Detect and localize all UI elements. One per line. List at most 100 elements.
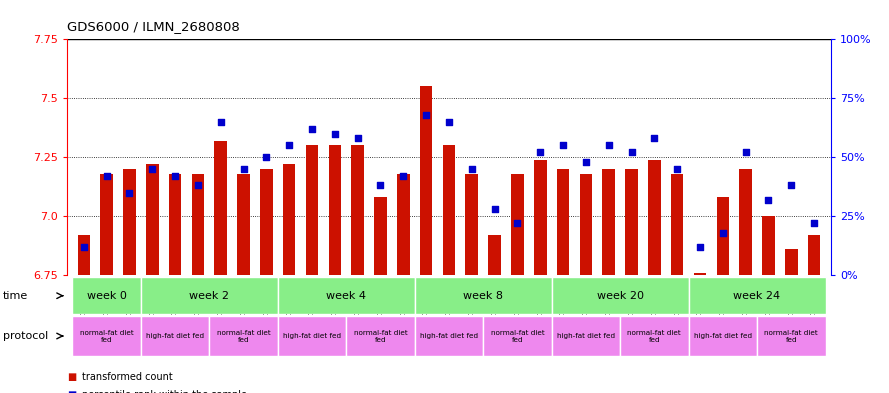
Bar: [100, 174, 113, 275]
Bar: [192, 174, 204, 275]
Point: [670, 166, 685, 172]
Bar: [146, 164, 158, 275]
Point: [396, 173, 411, 179]
Point: [647, 135, 661, 141]
Text: normal-fat diet
fed: normal-fat diet fed: [217, 329, 270, 343]
Bar: [740, 169, 752, 275]
Bar: [580, 174, 592, 275]
Point: [168, 173, 182, 179]
Bar: [466, 174, 478, 275]
Bar: [329, 145, 341, 275]
Bar: [648, 160, 661, 275]
Text: ■: ■: [67, 372, 76, 382]
Text: normal-fat diet
fed: normal-fat diet fed: [765, 329, 818, 343]
Text: normal-fat diet
fed: normal-fat diet fed: [491, 329, 544, 343]
Text: normal-fat diet
fed: normal-fat diet fed: [628, 329, 681, 343]
Point: [442, 119, 456, 125]
Bar: [351, 145, 364, 275]
Bar: [306, 145, 318, 275]
Bar: [277, 316, 346, 356]
Point: [350, 135, 364, 141]
Bar: [689, 277, 826, 314]
Point: [465, 166, 479, 172]
Text: time: time: [3, 291, 28, 301]
Bar: [785, 249, 797, 275]
Bar: [603, 169, 615, 275]
Bar: [140, 316, 209, 356]
Bar: [209, 316, 277, 356]
Point: [579, 159, 593, 165]
Bar: [625, 169, 637, 275]
Bar: [374, 197, 387, 275]
Bar: [552, 316, 621, 356]
Point: [487, 206, 501, 212]
Point: [784, 182, 798, 189]
Point: [305, 126, 319, 132]
Bar: [693, 273, 706, 275]
Bar: [762, 216, 774, 275]
Bar: [420, 86, 432, 275]
Text: normal-fat diet
fed: normal-fat diet fed: [80, 329, 133, 343]
Point: [693, 244, 707, 250]
Bar: [621, 316, 689, 356]
Bar: [72, 316, 140, 356]
Point: [624, 149, 638, 156]
Point: [739, 149, 753, 156]
Text: GDS6000 / ILMN_2680808: GDS6000 / ILMN_2680808: [67, 20, 239, 33]
Text: week 4: week 4: [326, 291, 366, 301]
Point: [191, 182, 205, 189]
Text: high-fat diet fed: high-fat diet fed: [693, 333, 752, 339]
Point: [328, 130, 342, 137]
Point: [100, 173, 114, 179]
Point: [602, 142, 616, 149]
Text: week 2: week 2: [189, 291, 229, 301]
Point: [145, 166, 159, 172]
Text: week 20: week 20: [597, 291, 644, 301]
Bar: [534, 160, 547, 275]
Point: [373, 182, 388, 189]
Bar: [414, 277, 552, 314]
Text: week 8: week 8: [463, 291, 503, 301]
Bar: [169, 174, 181, 275]
Text: normal-fat diet
fed: normal-fat diet fed: [354, 329, 407, 343]
Text: transformed count: transformed count: [82, 372, 172, 382]
Bar: [484, 316, 552, 356]
Point: [716, 230, 730, 236]
Bar: [671, 174, 684, 275]
Point: [533, 149, 548, 156]
Bar: [511, 174, 524, 275]
Bar: [808, 235, 821, 275]
Text: percentile rank within the sample: percentile rank within the sample: [82, 390, 247, 393]
Point: [213, 119, 228, 125]
Point: [236, 166, 251, 172]
Point: [510, 220, 525, 226]
Bar: [283, 164, 295, 275]
Bar: [72, 277, 140, 314]
Text: high-fat diet fed: high-fat diet fed: [283, 333, 341, 339]
Point: [419, 112, 433, 118]
Bar: [124, 169, 136, 275]
Point: [282, 142, 296, 149]
Text: high-fat diet fed: high-fat diet fed: [420, 333, 478, 339]
Bar: [237, 174, 250, 275]
Bar: [757, 316, 826, 356]
Point: [761, 196, 775, 203]
Bar: [443, 145, 455, 275]
Text: week 24: week 24: [733, 291, 781, 301]
Point: [556, 142, 570, 149]
Bar: [140, 277, 277, 314]
Point: [807, 220, 821, 226]
Bar: [689, 316, 757, 356]
Bar: [488, 235, 501, 275]
Text: high-fat diet fed: high-fat diet fed: [557, 333, 615, 339]
Point: [123, 189, 137, 196]
Text: high-fat diet fed: high-fat diet fed: [146, 333, 204, 339]
Bar: [397, 174, 410, 275]
Text: week 0: week 0: [86, 291, 126, 301]
Bar: [346, 316, 414, 356]
Bar: [717, 197, 729, 275]
Bar: [552, 277, 689, 314]
Bar: [277, 277, 414, 314]
Text: ■: ■: [67, 390, 76, 393]
Point: [76, 244, 91, 250]
